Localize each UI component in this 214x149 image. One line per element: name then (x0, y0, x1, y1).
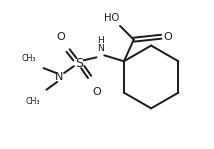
Text: O: O (163, 32, 172, 42)
Text: HO: HO (104, 13, 119, 23)
Text: H
N: H N (97, 36, 104, 53)
Text: CH₃: CH₃ (21, 54, 36, 63)
Text: O: O (57, 32, 65, 42)
Text: O: O (92, 87, 101, 97)
Text: CH₃: CH₃ (25, 97, 40, 106)
Text: N: N (55, 72, 63, 82)
Text: S: S (75, 57, 83, 70)
